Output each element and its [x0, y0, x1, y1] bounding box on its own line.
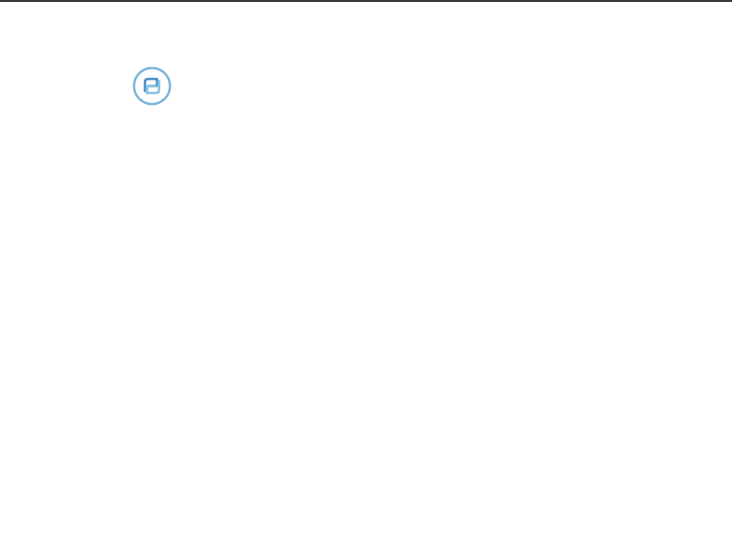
swirl-logo-icon — [132, 66, 172, 106]
brand-logo — [132, 62, 322, 110]
